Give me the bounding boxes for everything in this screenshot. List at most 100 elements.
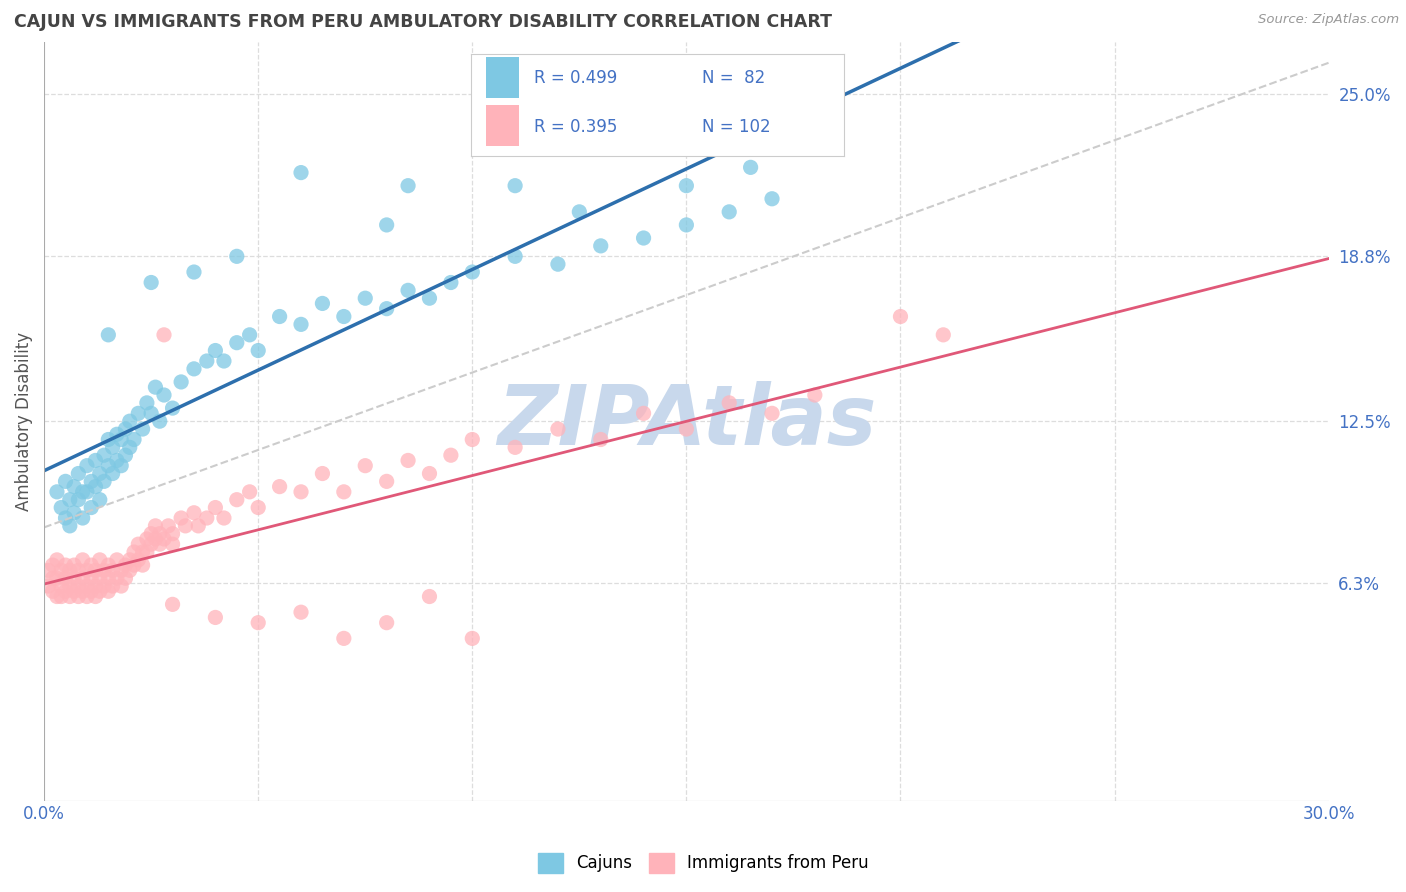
Point xyxy=(76,563,98,577)
Point xyxy=(55,475,77,489)
Point xyxy=(589,433,612,447)
Point xyxy=(589,239,612,253)
Point xyxy=(63,480,86,494)
Point xyxy=(761,406,783,420)
Point xyxy=(170,511,193,525)
Point xyxy=(131,422,153,436)
Point xyxy=(97,558,120,573)
Point xyxy=(114,558,136,573)
Point xyxy=(131,545,153,559)
Point xyxy=(93,475,115,489)
Point xyxy=(84,563,107,577)
Point xyxy=(311,467,333,481)
Point xyxy=(122,545,145,559)
Point xyxy=(568,204,591,219)
Point xyxy=(183,506,205,520)
Point xyxy=(101,467,124,481)
Point xyxy=(97,458,120,473)
Point xyxy=(37,579,59,593)
Point xyxy=(97,584,120,599)
Point xyxy=(503,441,526,455)
Point xyxy=(89,492,111,507)
Point xyxy=(418,467,440,481)
Point xyxy=(239,327,262,342)
Point xyxy=(157,519,180,533)
Point xyxy=(290,318,312,332)
Point xyxy=(122,558,145,573)
Point xyxy=(63,584,86,599)
Point xyxy=(93,579,115,593)
Point xyxy=(84,579,107,593)
Point xyxy=(122,433,145,447)
Point xyxy=(101,563,124,577)
Point xyxy=(72,571,94,585)
Point xyxy=(84,480,107,494)
Text: Source: ZipAtlas.com: Source: ZipAtlas.com xyxy=(1258,13,1399,27)
Point xyxy=(101,579,124,593)
Point xyxy=(80,475,103,489)
Point xyxy=(204,500,226,515)
Point xyxy=(162,598,184,612)
Y-axis label: Ambulatory Disability: Ambulatory Disability xyxy=(15,332,32,511)
Point xyxy=(59,579,82,593)
Point xyxy=(72,511,94,525)
Text: CAJUN VS IMMIGRANTS FROM PERU AMBULATORY DISABILITY CORRELATION CHART: CAJUN VS IMMIGRANTS FROM PERU AMBULATORY… xyxy=(14,13,832,31)
Bar xyxy=(486,105,519,145)
Point xyxy=(225,492,247,507)
Point xyxy=(204,343,226,358)
Point xyxy=(37,563,59,577)
Point xyxy=(55,511,77,525)
Point xyxy=(375,218,398,232)
Text: R = 0.395: R = 0.395 xyxy=(534,119,617,136)
Point xyxy=(89,571,111,585)
Point xyxy=(153,388,176,402)
Point xyxy=(204,610,226,624)
Point xyxy=(718,204,741,219)
Point xyxy=(135,545,157,559)
Point xyxy=(63,506,86,520)
Point xyxy=(675,218,697,232)
Point xyxy=(72,553,94,567)
Point xyxy=(97,433,120,447)
Point xyxy=(333,310,356,324)
Point xyxy=(149,526,172,541)
Point xyxy=(110,579,132,593)
Point xyxy=(141,406,163,420)
Point xyxy=(97,571,120,585)
Point xyxy=(547,257,569,271)
Point xyxy=(80,571,103,585)
Point xyxy=(76,579,98,593)
Point xyxy=(59,519,82,533)
Point xyxy=(89,467,111,481)
Point xyxy=(804,388,827,402)
Point xyxy=(461,433,484,447)
Point xyxy=(127,406,149,420)
Point xyxy=(118,414,141,428)
Point xyxy=(59,590,82,604)
Point xyxy=(55,558,77,573)
Point xyxy=(675,422,697,436)
Point xyxy=(162,401,184,416)
Point xyxy=(461,265,484,279)
Point xyxy=(101,441,124,455)
Point xyxy=(195,354,218,368)
Point xyxy=(41,571,63,585)
Point xyxy=(72,484,94,499)
Point xyxy=(239,484,262,499)
Point xyxy=(333,632,356,646)
Point xyxy=(375,475,398,489)
Point xyxy=(141,526,163,541)
Point xyxy=(333,484,356,499)
Point xyxy=(440,276,463,290)
Point xyxy=(105,553,128,567)
Point xyxy=(72,584,94,599)
Point xyxy=(41,558,63,573)
Point xyxy=(131,558,153,573)
Point xyxy=(127,553,149,567)
Point xyxy=(354,458,377,473)
Point xyxy=(76,484,98,499)
Point xyxy=(93,563,115,577)
Point xyxy=(67,467,90,481)
Point xyxy=(89,584,111,599)
Point xyxy=(195,511,218,525)
